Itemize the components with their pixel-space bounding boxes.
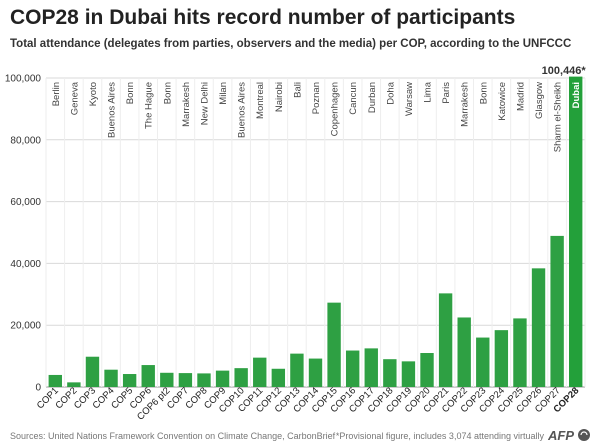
city-label: Kyoto — [88, 82, 99, 106]
chart-subtitle: Total attendance (delegates from parties… — [10, 38, 572, 50]
city-label: Warsaw — [404, 82, 415, 116]
bar — [141, 365, 155, 387]
bar — [160, 372, 174, 387]
city-label: Katowice — [497, 82, 508, 121]
y-tick-label: 100,000 — [5, 74, 42, 85]
bar — [364, 348, 378, 387]
city-label: Paris — [441, 82, 452, 104]
bar — [308, 358, 323, 387]
bar — [290, 353, 304, 387]
bar — [531, 268, 546, 387]
city-label: Marrakesh — [181, 82, 192, 127]
bar — [253, 357, 267, 387]
bar — [234, 368, 248, 387]
source-note: Sources: United Nations Framework Conven… — [10, 431, 336, 441]
afp-logo: AFP — [548, 428, 590, 443]
bar — [513, 318, 527, 387]
bar — [122, 374, 137, 387]
bar — [215, 370, 230, 387]
bar — [550, 235, 564, 387]
city-label: Geneva — [69, 81, 80, 115]
chart-title: COP28 in Dubai hits record number of par… — [10, 6, 516, 29]
y-tick-label: 40,000 — [10, 259, 41, 270]
bar — [383, 359, 397, 387]
y-tick-label: 80,000 — [10, 135, 41, 146]
bar — [345, 350, 360, 387]
bar — [494, 330, 509, 387]
city-label: Poznan — [311, 82, 322, 114]
y-tick-label: 60,000 — [10, 197, 41, 208]
bar — [327, 302, 341, 387]
bar — [401, 361, 416, 387]
bar — [569, 76, 583, 387]
bar — [197, 373, 211, 387]
footer: Sources: United Nations Framework Conven… — [10, 428, 590, 445]
city-label: Nairobi — [274, 82, 285, 112]
bar — [178, 373, 193, 387]
city-label: Bali — [292, 82, 303, 98]
bar — [104, 369, 118, 387]
city-label: Glasgow — [534, 82, 545, 119]
bar — [67, 382, 81, 387]
city-label: Buenos Aires — [107, 82, 118, 138]
city-label: Durban — [367, 82, 378, 113]
city-label: Madrid — [515, 82, 526, 111]
city-label: Cancun — [348, 82, 359, 115]
city-label: Bonn — [125, 82, 136, 104]
bar — [438, 293, 453, 387]
city-label: The Hague — [144, 82, 155, 129]
city-label: Bonn — [478, 82, 489, 104]
city-label: Marrakesh — [460, 82, 471, 127]
bar — [476, 337, 490, 387]
city-label: Bonn — [162, 82, 173, 104]
provisional-footnote: *Provisional figure, includes 3,074 atte… — [335, 431, 544, 441]
bar — [271, 368, 286, 387]
value-annotation: 100,446* — [542, 65, 587, 77]
city-label: Doha — [385, 81, 396, 104]
city-label: Copenhagen — [330, 82, 341, 136]
y-tick-label: 0 — [35, 383, 41, 394]
bar — [420, 353, 434, 387]
city-label: Buenos Aires — [237, 82, 248, 138]
city-label: New Delhi — [199, 82, 210, 125]
city-label: Dubai — [571, 82, 582, 108]
city-label: Montreal — [255, 82, 266, 119]
y-tick-label: 20,000 — [10, 321, 41, 332]
svg-text:AFP: AFP — [548, 428, 574, 443]
bar — [48, 374, 62, 387]
bar-chart: 020,00040,00060,00080,000100,000BerlinCO… — [5, 65, 587, 423]
city-label: Berlin — [51, 82, 62, 106]
bar — [85, 356, 100, 387]
city-label: Sharm el-Sheikh — [553, 82, 564, 152]
city-label: Milan — [218, 82, 229, 105]
city-label: Lima — [423, 81, 434, 102]
bar — [457, 317, 471, 387]
